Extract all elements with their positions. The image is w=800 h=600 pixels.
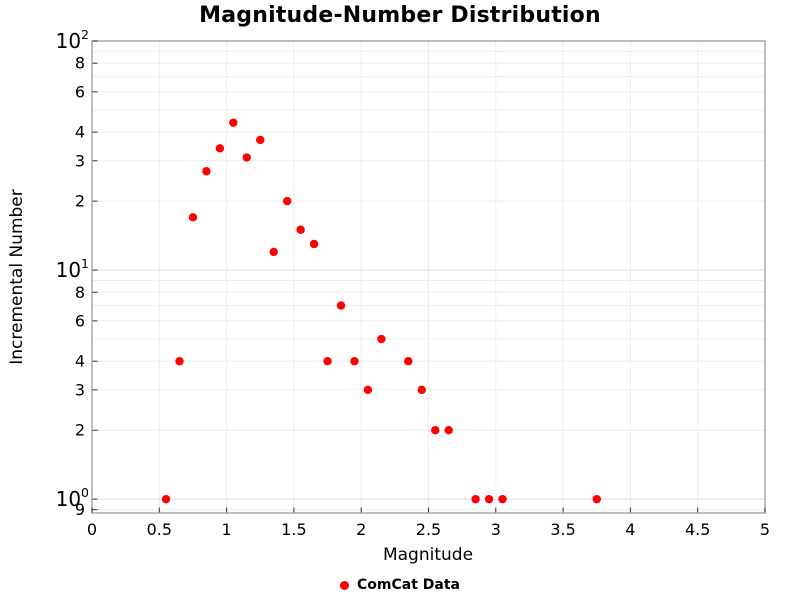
data-point [256,135,265,145]
y-tick-label: 8 [75,283,85,302]
data-point [484,494,494,504]
y-tick-label: 9 [75,500,85,519]
x-tick-label: 4 [625,520,635,539]
y-tick-label: 100 [56,485,89,511]
plot-border [91,40,766,514]
legend-marker-icon [340,580,350,590]
data-point [431,425,440,435]
data-point [377,334,386,344]
data-point [296,225,305,234]
data-point [363,385,373,395]
y-tick-label: 101 [56,256,89,282]
data-point [175,357,184,366]
y-tick-label: 6 [75,311,85,330]
data-point [215,144,225,153]
data-point [417,385,426,395]
data-point [444,425,453,435]
data-point [498,494,507,504]
legend: ComCat Data [340,577,460,593]
x-tick-label: 1.5 [281,520,306,539]
y-tick-label: 4 [75,123,85,142]
x-tick-label: 5 [760,520,770,539]
legend-label: ComCat Data [357,577,460,593]
data-point [592,494,601,504]
x-tick-label: 0.5 [147,520,172,539]
chart-title: Magnitude-Number Distribution [199,3,601,28]
data-point [242,153,251,162]
x-tick-label: 1 [222,520,232,539]
y-tick-label: 6 [75,82,85,101]
y-tick-label: 3 [75,151,85,170]
data-point [471,494,480,504]
data-point [404,357,413,366]
x-axis-title: Magnitude [382,545,474,565]
data-point [336,301,346,310]
y-tick-label: 2 [75,192,85,211]
y-axis-title: Incremental Number [7,189,27,365]
y-tick-label: 3 [75,380,85,399]
data-point [202,167,211,176]
data-point [323,357,332,366]
data-point [282,196,292,206]
data-point [161,494,171,504]
x-tick-label: 2.5 [416,520,441,539]
x-tick-label: 4.5 [685,520,710,539]
x-tick-label: 0 [87,520,97,539]
x-tick-label: 2 [356,520,366,539]
y-tick-label: 2 [75,421,85,440]
x-tick-label: 3 [491,520,501,539]
data-point [188,213,198,222]
data-point [309,239,319,249]
data-point [269,247,278,257]
y-tick-label: 4 [75,352,85,371]
data-point [229,118,238,127]
y-tick-label: 102 [56,27,89,53]
x-tick-label: 3.5 [550,520,575,539]
data-point [350,357,359,366]
y-tick-label: 8 [75,54,85,73]
